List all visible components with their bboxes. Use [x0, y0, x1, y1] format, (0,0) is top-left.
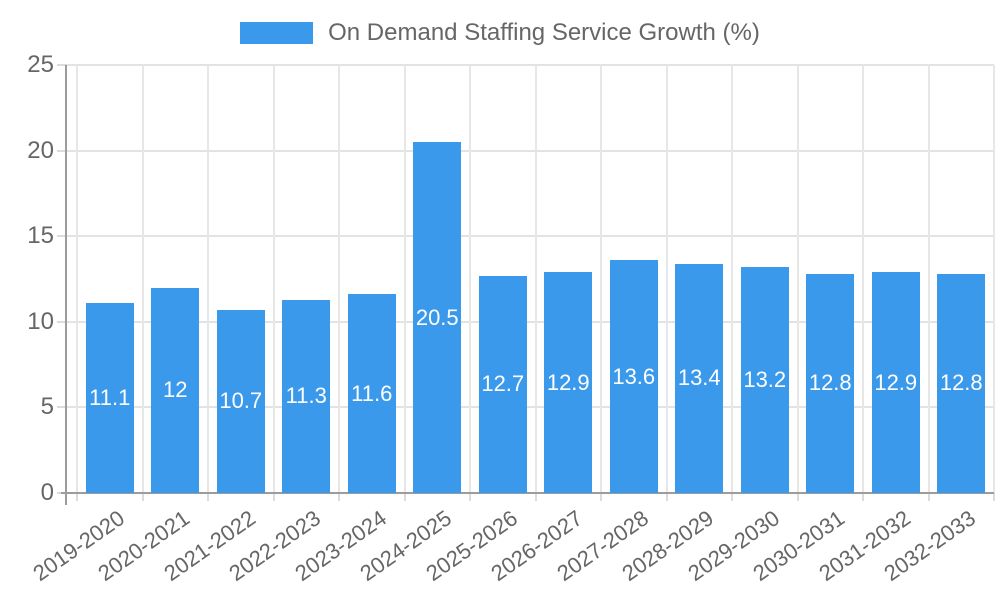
bar-value-label: 20.5	[415, 304, 459, 330]
gridline-y	[66, 64, 994, 66]
gridline-x	[796, 65, 799, 493]
bar-value-label: 11.6	[351, 380, 393, 406]
bar-2022-2023: 11.3	[282, 299, 331, 493]
bar-2023-2024: 11.6	[347, 294, 396, 493]
x-tickmark	[469, 493, 471, 501]
bar-2020-2021: 12	[151, 287, 200, 493]
bar-2025-2026: 12.7	[478, 275, 527, 493]
bar-2030-2031: 12.8	[806, 273, 855, 493]
x-tickmark	[141, 493, 144, 501]
gridline-y	[66, 235, 994, 238]
bar-value-label: 12.9	[546, 369, 590, 395]
y-tick-label: 5	[40, 393, 54, 421]
bar-2026-2027: 12.9	[544, 272, 593, 493]
y-tickmark	[57, 235, 66, 238]
x-tickmark	[600, 493, 602, 501]
bar-value-label: 12.7	[481, 371, 525, 397]
gridline-x	[76, 65, 78, 493]
bar-2028-2029: 13.4	[675, 263, 724, 493]
chart-legend: On Demand Staffing Service Growth (%)	[0, 14, 1000, 52]
bar-2021-2022: 10.7	[216, 309, 265, 493]
bar-value-label: 12	[163, 377, 188, 403]
gridline-x	[862, 65, 864, 493]
x-tickmark	[403, 493, 406, 501]
bar-2024-2025: 20.5	[413, 142, 462, 493]
y-tick-label: 25	[27, 51, 54, 78]
y-tickmark	[57, 406, 66, 409]
legend-swatch-icon	[240, 22, 314, 44]
gridline-x	[534, 65, 537, 493]
gridline-x	[469, 65, 471, 493]
gridline-y	[66, 320, 994, 323]
bar-value-label: 11.1	[89, 384, 131, 410]
gridline-y	[66, 406, 994, 409]
gridline-x	[600, 65, 602, 493]
y-tickmark	[57, 149, 66, 152]
gridline-x	[665, 65, 668, 493]
gridline-y	[66, 149, 994, 152]
bar-value-label: 11.3	[285, 383, 327, 409]
y-axis-line	[65, 65, 67, 505]
x-tickmark	[207, 493, 209, 501]
chart-title: On Demand Staffing Service Growth (%)	[328, 19, 760, 46]
bar-value-label: 13.6	[612, 363, 656, 389]
y-tick-label: 10	[27, 307, 54, 335]
bar-2029-2030: 13.2	[740, 267, 789, 493]
bar-value-label: 13.2	[743, 367, 787, 392]
gridline-x	[993, 65, 995, 493]
x-tickmark	[731, 493, 733, 501]
bar-value-label: 12.8	[808, 370, 852, 396]
x-tickmark	[338, 493, 340, 501]
x-tickmark	[665, 493, 668, 501]
x-tickmark	[76, 493, 78, 501]
x-tickmark	[796, 493, 799, 501]
gridline-x	[731, 65, 733, 493]
gridline-x	[338, 65, 340, 493]
gridline-x	[272, 65, 275, 493]
gridline-x	[927, 65, 930, 493]
bar-2019-2020: 11.1	[85, 302, 134, 493]
x-tickmark	[993, 493, 995, 501]
x-tickmark	[862, 493, 864, 501]
x-tickmark	[272, 493, 275, 501]
gridline-x	[141, 65, 144, 493]
gridline-x	[207, 65, 209, 493]
y-tick-label: 20	[27, 136, 54, 164]
bar-2031-2032: 12.9	[871, 272, 920, 493]
bar-value-label: 12.8	[939, 370, 983, 396]
x-tickmark	[534, 493, 537, 501]
bar-value-label: 10.7	[219, 388, 263, 414]
y-tickmark	[57, 320, 66, 323]
x-axis-line	[61, 492, 994, 494]
gridline-x	[403, 65, 406, 493]
bar-value-label: 12.9	[874, 369, 918, 395]
y-tickmark	[57, 64, 66, 66]
bar-2032-2033: 12.8	[937, 273, 986, 493]
x-tickmark	[927, 493, 930, 501]
bar-value-label: 13.4	[677, 365, 721, 391]
y-tick-label: 15	[27, 222, 54, 250]
bar-2027-2028: 13.6	[609, 260, 658, 493]
y-tick-label: 0	[40, 479, 54, 506]
